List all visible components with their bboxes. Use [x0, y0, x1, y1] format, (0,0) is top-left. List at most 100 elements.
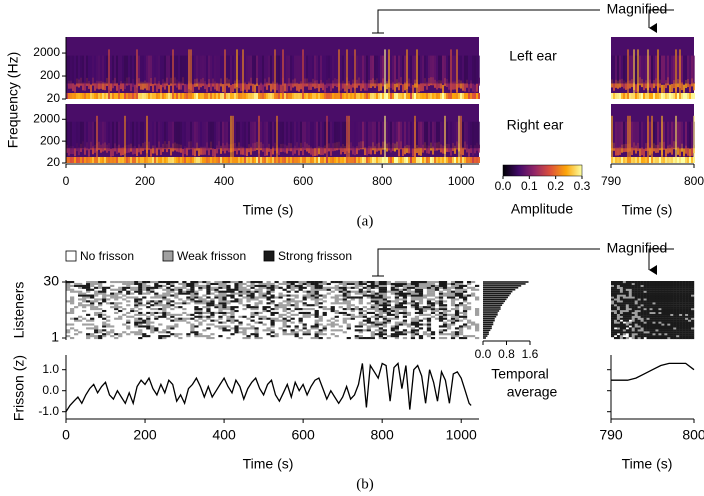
average-bar	[483, 297, 508, 299]
raster-cell	[439, 331, 443, 333]
raster-cell	[614, 296, 617, 298]
raster-cell	[387, 335, 391, 337]
spectrogram-texture	[126, 56, 128, 84]
raster-cell	[367, 327, 371, 329]
raster-cell	[679, 308, 682, 310]
raster-cell	[154, 296, 158, 298]
raster-cell	[459, 291, 463, 293]
spectrogram-texture	[436, 157, 438, 163]
raster-cell	[166, 293, 170, 295]
spectrogram-texture	[468, 122, 470, 149]
spectrogram-texture	[126, 157, 128, 163]
raster-cell	[134, 287, 138, 289]
spectrogram-texture	[426, 56, 428, 84]
raster-cell	[287, 281, 291, 283]
raster-cell	[415, 318, 419, 320]
raster-cell	[431, 316, 435, 318]
raster-cell	[90, 304, 94, 306]
spectrogram-texture	[476, 56, 478, 84]
raster-cell	[455, 291, 459, 293]
raster-cell	[395, 318, 399, 320]
raster-cell	[375, 281, 379, 283]
spectrogram-texture	[470, 157, 472, 163]
raster-cell	[638, 312, 641, 314]
raster-cell	[447, 291, 451, 293]
raster-cell	[641, 327, 644, 329]
spectrogram-texture	[240, 93, 242, 99]
raster-cell	[451, 302, 455, 304]
raster-cell	[226, 329, 230, 331]
raster-cell	[632, 283, 635, 285]
raster-cell	[427, 283, 431, 285]
raster-cell	[299, 281, 303, 283]
colorbar-tick-label: 0.0	[495, 179, 512, 193]
raster-cell	[682, 322, 685, 324]
raster-cell	[158, 281, 162, 283]
raster-cell	[443, 333, 447, 335]
raster-cell	[661, 322, 664, 324]
raster-cell	[435, 318, 439, 320]
average-bar	[483, 283, 526, 285]
raster-cell	[242, 289, 246, 291]
spectrogram-texture	[242, 157, 244, 163]
raster-cell	[90, 333, 94, 335]
raster-cell	[664, 312, 667, 314]
raster-cell	[685, 310, 688, 312]
raster-cell	[670, 323, 673, 325]
spectrogram-texture	[192, 84, 194, 92]
raster-cell	[459, 325, 463, 327]
spectrogram-texture	[286, 157, 288, 163]
raster-cell	[258, 281, 262, 283]
spectrogram-texture	[613, 93, 615, 99]
raster-cell	[688, 287, 691, 289]
spectrogram-texture	[102, 56, 104, 84]
raster-cell	[363, 283, 367, 285]
raster-cell	[178, 314, 182, 316]
spectrogram-texture	[683, 148, 685, 156]
raster-cell	[617, 316, 620, 318]
spectrogram-texture	[673, 157, 675, 163]
raster-cell	[379, 293, 383, 295]
spectrogram-texture	[162, 122, 164, 149]
spectrogram-texture	[679, 122, 681, 149]
spectrogram-texture	[675, 49, 677, 99]
spectrogram-texture	[202, 56, 204, 84]
spectrogram-texture	[428, 56, 430, 84]
spectrogram-texture	[434, 93, 436, 99]
raster-cell	[170, 295, 174, 297]
raster-cell	[670, 314, 673, 316]
raster-cell	[150, 308, 154, 310]
spectrogram-texture	[440, 157, 442, 163]
raster-cell	[347, 318, 351, 320]
spectrogram-texture	[416, 122, 418, 149]
raster-cell	[367, 281, 371, 283]
raster-cell	[74, 320, 78, 322]
raster-cell	[431, 295, 435, 297]
raster-cell	[323, 296, 327, 298]
spectrogram-texture	[296, 93, 298, 99]
spectrogram-texture	[633, 49, 635, 99]
spectrogram-texture	[464, 157, 466, 163]
spectrogram-texture	[136, 148, 138, 156]
spectrogram-texture	[679, 157, 681, 163]
raster-cell	[182, 293, 186, 295]
raster-cell	[427, 314, 431, 316]
spectrogram-texture	[655, 122, 657, 149]
raster-cell	[635, 308, 638, 310]
raster-cell	[617, 318, 620, 320]
raster-cell	[154, 312, 158, 314]
raster-cell	[218, 283, 222, 285]
raster-cell	[379, 302, 383, 304]
spectrogram-texture	[623, 157, 625, 163]
raster-cell	[611, 287, 614, 289]
raster-cell	[653, 327, 656, 329]
spectrogram-texture	[382, 157, 384, 163]
spectrogram-texture	[118, 56, 120, 84]
raster-cell	[670, 281, 673, 283]
raster-cell	[451, 322, 455, 324]
raster-cell	[138, 300, 142, 302]
raster-cell	[323, 329, 327, 331]
raster-cell	[118, 306, 122, 308]
raster-cell	[641, 285, 644, 287]
raster-cell	[287, 283, 291, 285]
